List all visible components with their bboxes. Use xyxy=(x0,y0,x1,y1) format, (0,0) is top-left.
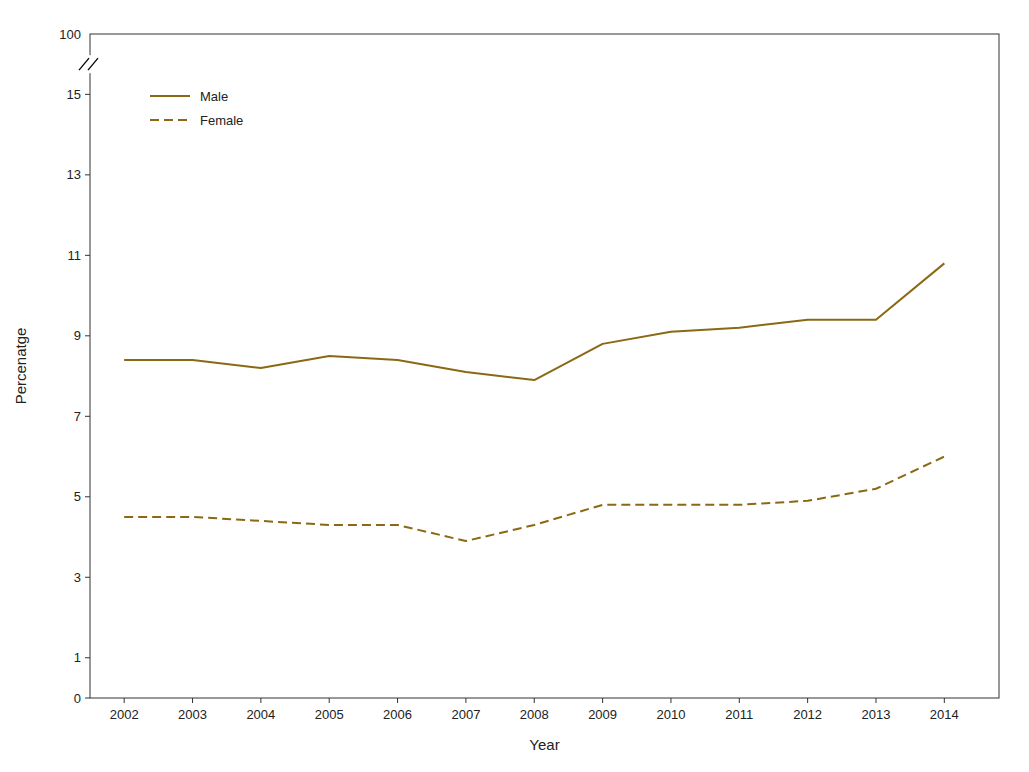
axis-top-label: 100 xyxy=(59,27,81,42)
legend-swatch xyxy=(150,95,190,97)
y-axis: 013579111315 xyxy=(67,87,90,706)
x-tick-label: 2011 xyxy=(725,707,753,722)
y-tick-label: 11 xyxy=(68,248,82,263)
x-tick-label: 2012 xyxy=(793,707,822,722)
x-tick xyxy=(807,698,808,703)
chart: 2002 2003 2004 2005 2006 2007 2008 2009 2010 2011… xyxy=(0,0,1029,772)
y-tick xyxy=(85,255,90,256)
legend-swatch xyxy=(150,119,190,121)
x-tick-label: 2006 xyxy=(383,707,412,722)
plot-lines xyxy=(124,263,944,541)
y-tick xyxy=(85,657,90,658)
x-tick xyxy=(670,698,671,703)
x-tick xyxy=(739,698,740,703)
x-tick xyxy=(465,698,466,703)
legend: Male Female xyxy=(150,89,243,128)
x-axis-label: Year xyxy=(529,736,559,753)
x-tick xyxy=(124,698,125,703)
y-tick-label: 5 xyxy=(74,489,81,504)
x-tick-label: 2005 xyxy=(315,707,344,722)
axis-break-mark xyxy=(79,58,89,70)
x-tick-label: 2002 xyxy=(110,707,139,722)
plot-frame xyxy=(90,34,999,698)
x-tick xyxy=(192,698,193,703)
y-tick xyxy=(85,577,90,578)
x-tick xyxy=(602,698,603,703)
x-tick xyxy=(260,698,261,703)
y-tick-label: 0 xyxy=(74,691,81,706)
y-tick xyxy=(85,94,90,95)
y-tick-label: 9 xyxy=(74,328,81,343)
y-tick xyxy=(85,496,90,497)
x-axis: 2002 2003 2004 2005 2006 2007 2008 2009 2010 2011… xyxy=(110,698,959,722)
y-tick xyxy=(85,698,90,699)
x-tick-label: 2004 xyxy=(246,707,275,722)
y-tick xyxy=(85,174,90,175)
x-tick xyxy=(875,698,876,703)
x-tick xyxy=(329,698,330,703)
axis-break xyxy=(79,55,98,73)
y-tick xyxy=(85,416,90,417)
axis-break-mark xyxy=(88,58,98,70)
y-tick-label: 7 xyxy=(74,409,81,424)
y-tick-label: 3 xyxy=(74,570,81,585)
x-tick-label: 2007 xyxy=(451,707,480,722)
x-tick xyxy=(944,698,945,703)
x-tick-label: 2010 xyxy=(656,707,685,722)
x-tick-label: 2009 xyxy=(588,707,617,722)
y-tick xyxy=(85,335,90,336)
x-tick-label: 2013 xyxy=(862,707,891,722)
y-tick-label: 15 xyxy=(67,87,81,102)
x-tick xyxy=(534,698,535,703)
x-tick xyxy=(397,698,398,703)
y-tick-label: 1 xyxy=(74,650,81,665)
legend-label: Female xyxy=(200,113,243,128)
x-tick-label: 2008 xyxy=(520,707,549,722)
series-line xyxy=(124,263,944,380)
x-tick-label: 2014 xyxy=(930,707,959,722)
x-tick-label: 2003 xyxy=(178,707,207,722)
y-tick-label: 13 xyxy=(67,167,81,182)
y-axis-label: Percenatge xyxy=(12,328,29,405)
series-line xyxy=(124,457,944,542)
legend-label: Male xyxy=(200,89,228,104)
